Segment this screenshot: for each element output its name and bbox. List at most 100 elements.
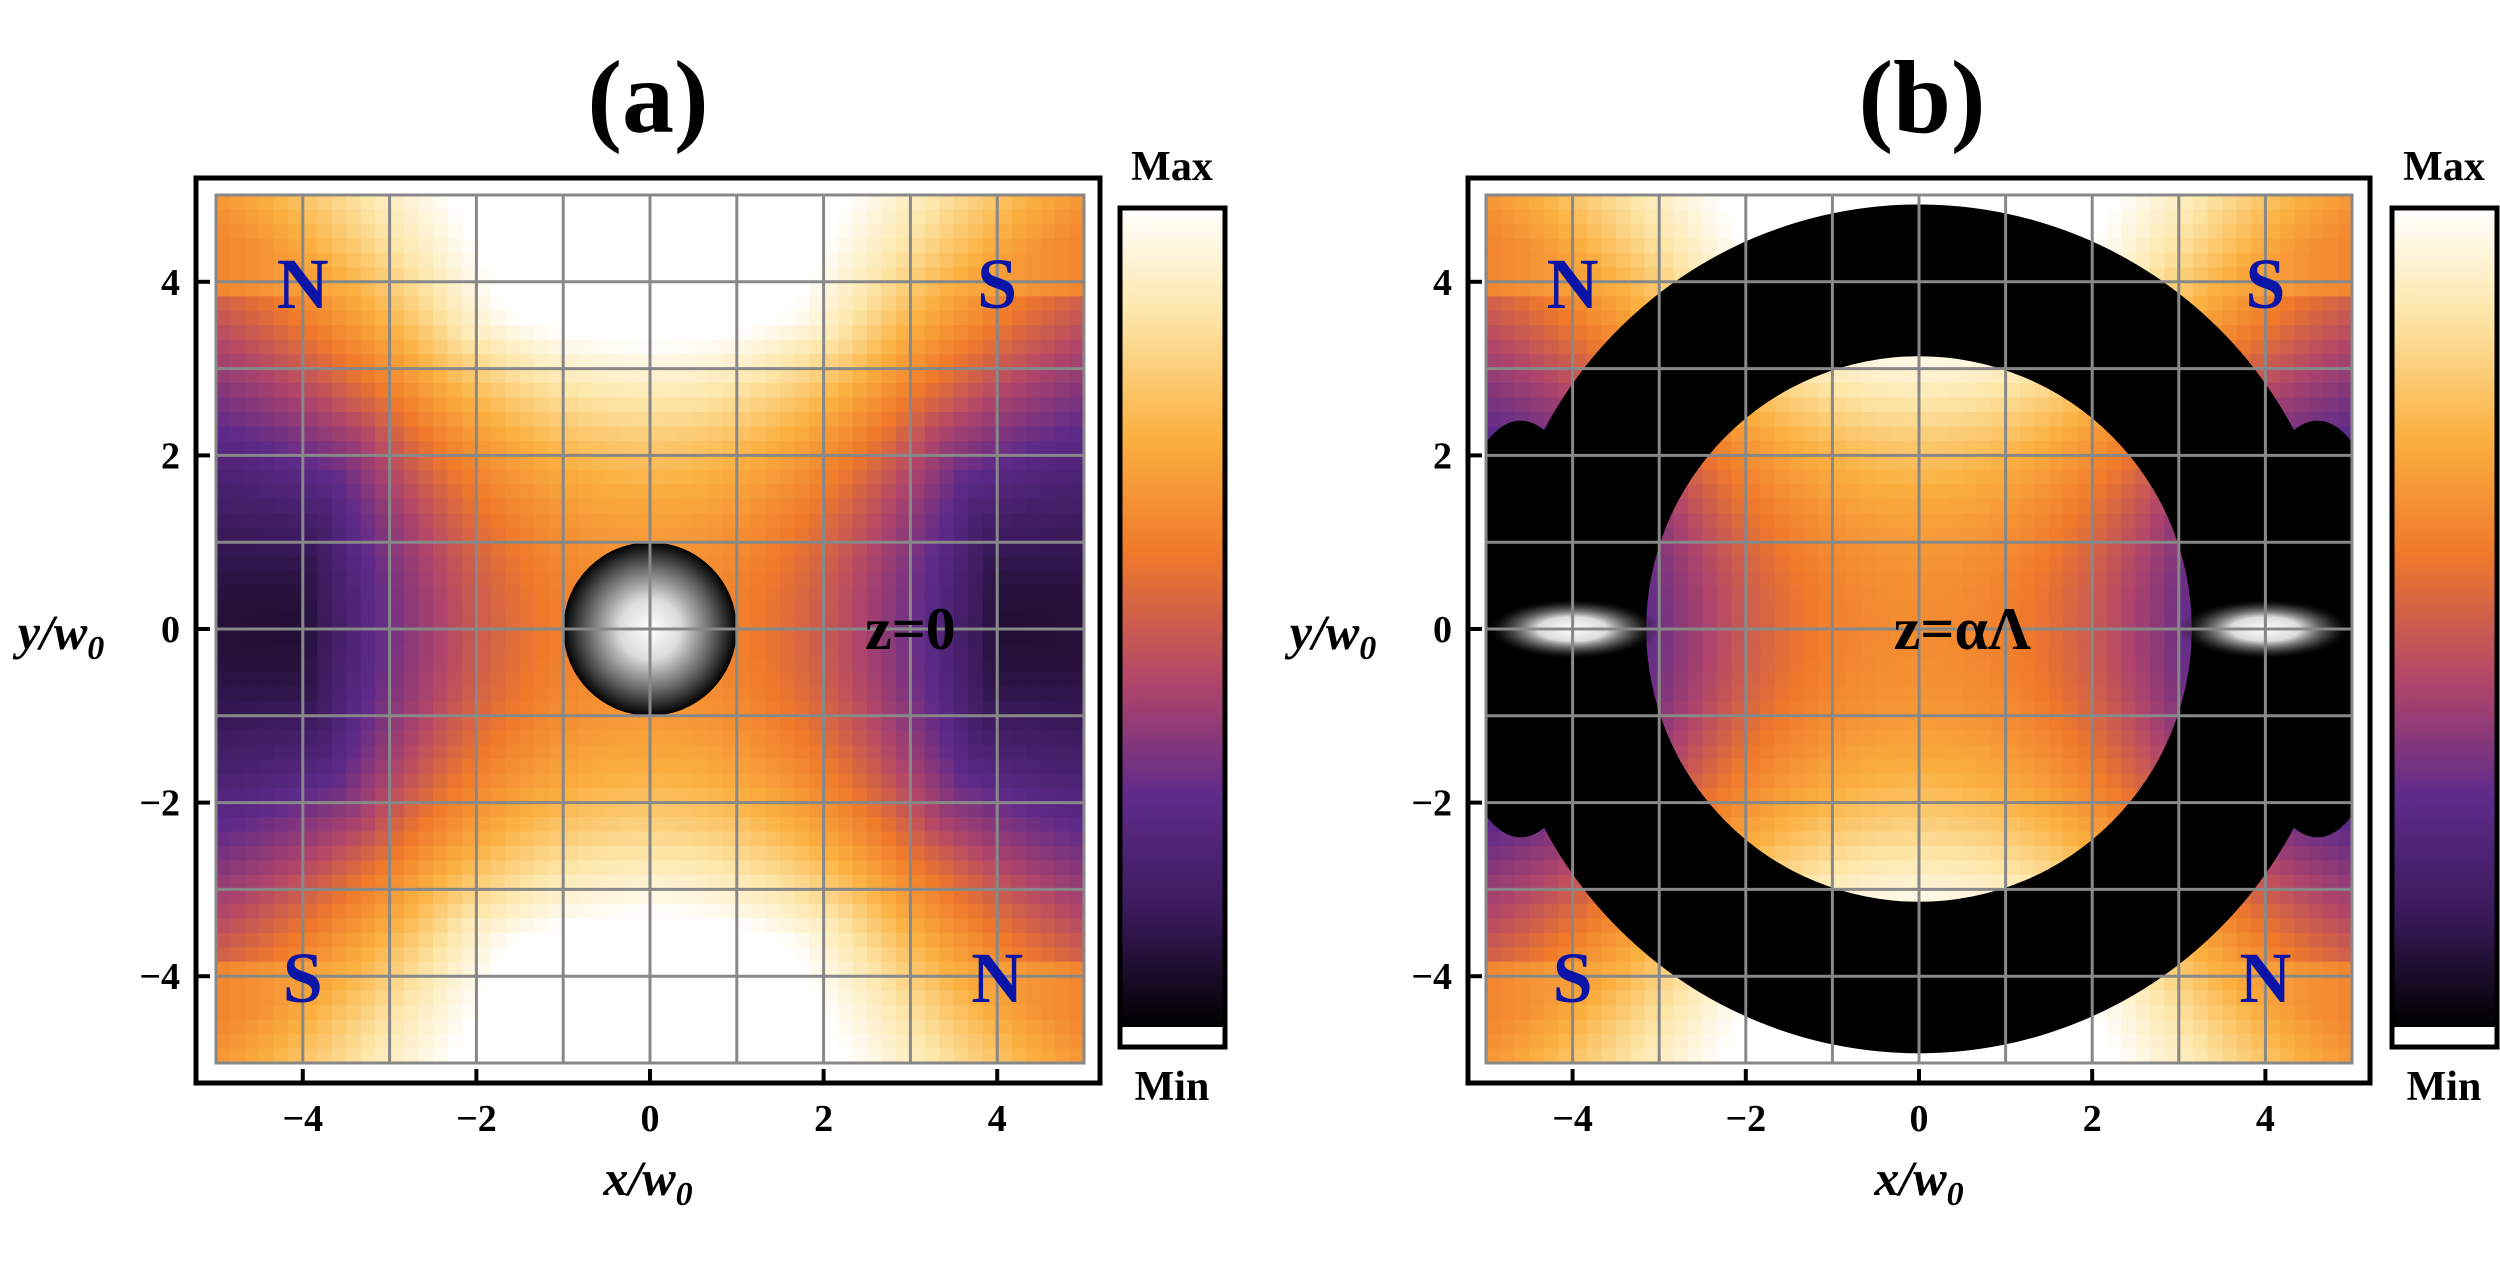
heatmap-cell [621, 817, 637, 833]
heatmap-cell [418, 860, 434, 876]
heatmap-cell [259, 426, 275, 442]
heatmap-cell [505, 542, 521, 558]
heatmap-cell [1702, 1048, 1718, 1063]
heatmap-cell [331, 281, 347, 297]
heatmap-cell [389, 788, 405, 804]
heatmap-cell [1716, 556, 1732, 572]
heatmap-cell [650, 744, 666, 760]
heatmap-cell [1587, 238, 1603, 254]
heatmap-cell [592, 469, 608, 485]
heatmap-cell [1615, 1019, 1631, 1035]
heatmap-cell [881, 223, 897, 239]
heatmap-cell [1716, 585, 1732, 601]
heatmap-cell [751, 788, 767, 804]
heatmap-cell [1716, 701, 1732, 717]
heatmap-cell [418, 469, 434, 485]
heatmap-cell [1644, 252, 1660, 268]
heatmap-cell [1630, 1005, 1646, 1021]
heatmap-cell [924, 252, 940, 268]
heatmap-cell [1745, 484, 1761, 500]
heatmap-cell [548, 961, 564, 977]
heatmap-cell [447, 527, 463, 543]
heatmap-cell [389, 1048, 405, 1063]
heatmap-cell [968, 1034, 984, 1050]
heatmap-cell [953, 267, 969, 283]
heatmap-cell [1760, 802, 1776, 818]
heatmap-cell [1026, 990, 1042, 1006]
heatmap-cell [259, 990, 275, 1006]
heatmap-cell [389, 773, 405, 789]
heatmap-cell [259, 643, 275, 659]
heatmap-cell [476, 1019, 492, 1035]
heatmap-cell [302, 1048, 318, 1063]
heatmap-cell [273, 730, 289, 746]
heatmap-cell [823, 498, 839, 514]
heatmap-cell [939, 643, 955, 659]
heatmap-cell [693, 354, 709, 370]
heatmap-cell [794, 383, 810, 399]
heatmap-cell [606, 802, 622, 818]
heatmap-cell [678, 412, 694, 428]
heatmap-cell [939, 252, 955, 268]
heatmap-cell [982, 860, 998, 876]
heatmap-cell [707, 469, 723, 485]
heatmap-cell [809, 686, 825, 702]
heatmap-cell [780, 715, 796, 731]
heatmap-cell [1745, 513, 1761, 529]
heatmap-cell [302, 701, 318, 717]
heatmap-cell [852, 788, 868, 804]
heatmap-cell [794, 527, 810, 543]
heatmap-cell [982, 918, 998, 934]
heatmap-cell [1630, 1019, 1646, 1035]
heatmap-cell [534, 788, 550, 804]
heatmap-cell [693, 412, 709, 428]
heatmap-cell [1040, 296, 1056, 312]
heatmap-cell [650, 339, 666, 355]
heatmap-cell [1731, 629, 1747, 645]
heatmap-cell [707, 542, 723, 558]
heatmap-cell [461, 976, 477, 992]
heatmap-cell [635, 238, 651, 254]
heatmap-cell [1760, 484, 1776, 500]
heatmap-cell [563, 1005, 579, 1021]
heatmap-cell [722, 686, 738, 702]
heatmap-cell [895, 469, 911, 485]
heatmap-cell [548, 730, 564, 746]
heatmap-cell [490, 267, 506, 283]
heatmap-cell [534, 817, 550, 833]
heatmap-cell [693, 976, 709, 992]
heatmap-cell [346, 1005, 362, 1021]
heatmap-cell [563, 209, 579, 225]
heatmap-cell [1745, 744, 1761, 760]
heatmap-cell [1587, 903, 1603, 919]
heatmap-cell [621, 773, 637, 789]
heatmap-cell [809, 339, 825, 355]
heatmap-cell [317, 860, 333, 876]
heatmap-cell [389, 455, 405, 471]
heatmap-cell [273, 267, 289, 283]
heatmap-cell [852, 961, 868, 977]
heatmap-cell [461, 773, 477, 789]
heatmap-cell [230, 339, 246, 355]
heatmap-cell [953, 325, 969, 341]
heatmap-cell [693, 195, 709, 211]
heatmap-cell [534, 556, 550, 572]
heatmap-cell [794, 484, 810, 500]
heatmap-cell [490, 238, 506, 254]
heatmap-cell [1040, 556, 1056, 572]
heatmap-cell [794, 354, 810, 370]
heatmap-cell [707, 730, 723, 746]
heatmap-cell [881, 629, 897, 645]
heatmap-cell [1572, 310, 1588, 326]
heatmap-cell [1500, 1005, 1516, 1021]
heatmap-cell [302, 498, 318, 514]
heatmap-cell [317, 383, 333, 399]
heatmap-cell [924, 513, 940, 529]
heatmap-cell [331, 657, 347, 673]
heatmap-cell [534, 209, 550, 225]
heatmap-cell [244, 339, 260, 355]
heatmap-cell [664, 932, 680, 948]
heatmap-cell [722, 744, 738, 760]
heatmap-cell [1615, 1005, 1631, 1021]
heatmap-cell [982, 325, 998, 341]
